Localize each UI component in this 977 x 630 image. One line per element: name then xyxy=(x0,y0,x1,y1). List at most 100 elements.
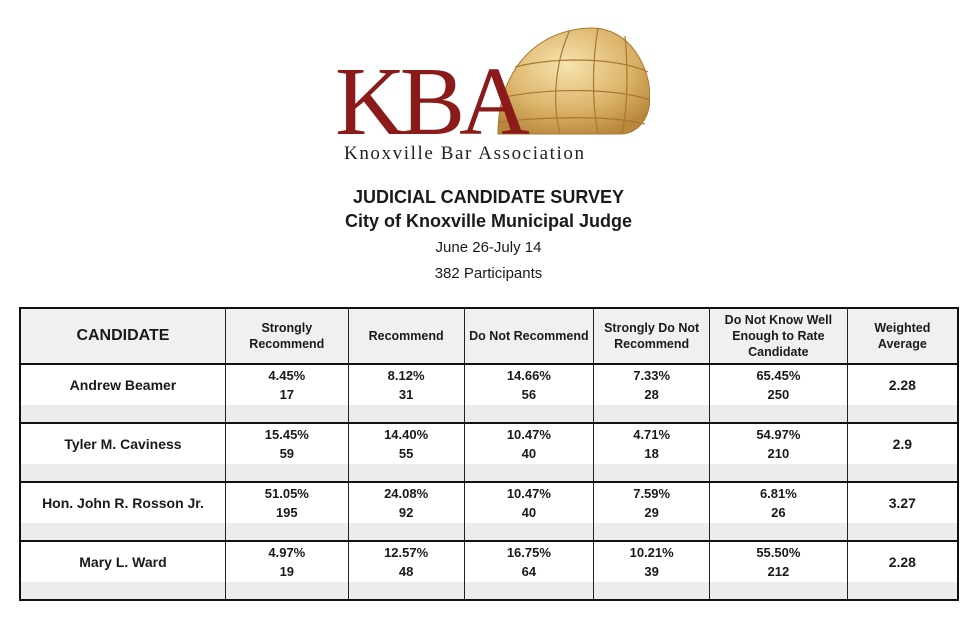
percent-value: 7.33% xyxy=(633,368,671,383)
column-header-candidate: CANDIDATE xyxy=(19,308,226,365)
percent-value: 65.45% xyxy=(756,368,801,383)
percent-value: 7.59% xyxy=(633,486,671,501)
spacer-cell xyxy=(593,523,711,542)
table-row: Mary L. Ward 4.97% 19 12.57% 48 16.75% 64 1… xyxy=(19,541,959,582)
spacer-cell xyxy=(224,523,349,542)
recommend-cell: 8.12% 31 xyxy=(347,364,465,405)
spacer-cell xyxy=(224,464,349,483)
percent-value: 6.81% xyxy=(759,486,797,501)
spacer-cell xyxy=(709,523,848,542)
spacer-cell xyxy=(846,405,959,424)
spacer-cell xyxy=(19,582,226,601)
count-value: 26 xyxy=(771,505,786,520)
percent-value: 10.21% xyxy=(629,545,674,560)
column-header-weighted-average: Weighted Average xyxy=(846,308,959,365)
candidate-name: Hon. John R. Rosson Jr. xyxy=(19,482,226,523)
strongly-do-not-recommend-cell: 4.71% 18 xyxy=(593,423,711,464)
do-not-know-cell: 65.45% 250 xyxy=(709,364,848,405)
percent-value: 15.45% xyxy=(264,427,309,442)
percent-value: 14.66% xyxy=(506,368,551,383)
do-not-recommend-cell: 14.66% 56 xyxy=(463,364,595,405)
spacer-cell xyxy=(19,405,226,424)
strongly-recommend-cell: 51.05% 195 xyxy=(224,482,349,523)
count-value: 29 xyxy=(644,505,659,520)
count-value: 64 xyxy=(521,564,537,579)
spacer-cell xyxy=(224,582,349,601)
spacer-cell xyxy=(846,464,959,483)
count-value: 55 xyxy=(398,446,414,461)
spacer-cell xyxy=(846,523,959,542)
percent-value: 10.47% xyxy=(506,486,551,501)
recommend-cell: 24.08% 92 xyxy=(347,482,465,523)
logo-org-name: Knoxville Bar Association xyxy=(344,143,586,162)
count-value: 19 xyxy=(279,564,295,579)
strongly-recommend-cell: 4.45% 17 xyxy=(224,364,349,405)
weighted-average-value: 3.27 xyxy=(846,482,959,523)
count-value: 59 xyxy=(279,446,295,461)
spacer-cell xyxy=(593,464,711,483)
globe-icon xyxy=(497,27,650,135)
count-value: 48 xyxy=(398,564,414,579)
count-value: 31 xyxy=(398,387,414,402)
table-row: Hon. John R. Rosson Jr. 51.05% 195 24.08%… xyxy=(19,482,959,523)
do-not-know-cell: 55.50% 212 xyxy=(709,541,848,582)
percent-value: 12.57% xyxy=(384,545,429,560)
percent-value: 51.05% xyxy=(264,486,309,501)
logo-letters: KBA xyxy=(335,48,530,156)
spacer-cell xyxy=(709,405,848,424)
spacer-cell xyxy=(463,405,595,424)
count-value: 56 xyxy=(521,387,537,402)
kba-logo: KBA Knoxville Bar Association xyxy=(330,22,650,162)
count-value: 40 xyxy=(521,505,537,520)
percent-value: 24.08% xyxy=(384,486,429,501)
do-not-recommend-cell: 10.47% 40 xyxy=(463,482,595,523)
results-table: CANDIDATE Strongly Recommend Recommend D… xyxy=(19,307,959,601)
count-value: 39 xyxy=(644,564,659,579)
survey-participants: 382 Participants xyxy=(434,265,543,282)
percent-value: 8.12% xyxy=(387,368,425,383)
spacer-cell xyxy=(463,464,595,483)
row-spacer xyxy=(19,523,959,542)
do-not-recommend-cell: 10.47% 40 xyxy=(463,423,595,464)
table-row: Tyler M. Caviness 15.45% 59 14.40% 55 10.4… xyxy=(19,423,959,464)
column-header-strongly-do-not-recommend: Strongly Do Not Recommend xyxy=(593,308,711,365)
percent-value: 16.75% xyxy=(506,545,551,560)
count-value: 250 xyxy=(767,387,790,402)
kba-logo-graphic: KBA Knoxville Bar Association xyxy=(335,27,650,162)
count-value: 18 xyxy=(644,446,659,461)
percent-value: 10.47% xyxy=(506,427,551,442)
spacer-cell xyxy=(347,582,465,601)
candidate-name: Andrew Beamer xyxy=(19,364,226,405)
spacer-cell xyxy=(593,405,711,424)
spacer-cell xyxy=(224,405,349,424)
spacer-cell xyxy=(846,582,959,601)
count-value: 92 xyxy=(398,505,414,520)
spacer-cell xyxy=(19,464,226,483)
header-row: CANDIDATE Strongly Recommend Recommend D… xyxy=(19,308,959,365)
spacer-cell xyxy=(709,582,848,601)
row-spacer xyxy=(19,464,959,483)
count-value: 17 xyxy=(279,387,295,402)
count-value: 195 xyxy=(275,505,298,520)
do-not-recommend-cell: 16.75% 64 xyxy=(463,541,595,582)
do-not-know-cell: 54.97% 210 xyxy=(709,423,848,464)
survey-dates: June 26-July 14 xyxy=(435,239,542,256)
table-row: Andrew Beamer 4.45% 17 8.12% 31 14.66% 56 7… xyxy=(19,364,959,405)
recommend-cell: 14.40% 55 xyxy=(347,423,465,464)
spacer-cell xyxy=(347,464,465,483)
strongly-do-not-recommend-cell: 7.33% 28 xyxy=(593,364,711,405)
column-header-do-not-recommend: Do Not Recommend xyxy=(463,308,595,365)
strongly-recommend-cell: 4.97% 19 xyxy=(224,541,349,582)
strongly-recommend-cell: 15.45% 59 xyxy=(224,423,349,464)
column-header-do-not-know: Do Not Know Well Enough to Rate Candidat… xyxy=(709,308,848,365)
candidate-name: Mary L. Ward xyxy=(19,541,226,582)
count-value: 28 xyxy=(644,387,659,402)
weighted-average-value: 2.28 xyxy=(846,541,959,582)
percent-value: 55.50% xyxy=(756,545,801,560)
percent-value: 14.40% xyxy=(384,427,429,442)
do-not-know-cell: 6.81% 26 xyxy=(709,482,848,523)
spacer-cell xyxy=(347,523,465,542)
column-header-recommend: Recommend xyxy=(347,308,465,365)
spacer-cell xyxy=(347,405,465,424)
percent-value: 4.71% xyxy=(633,427,671,442)
